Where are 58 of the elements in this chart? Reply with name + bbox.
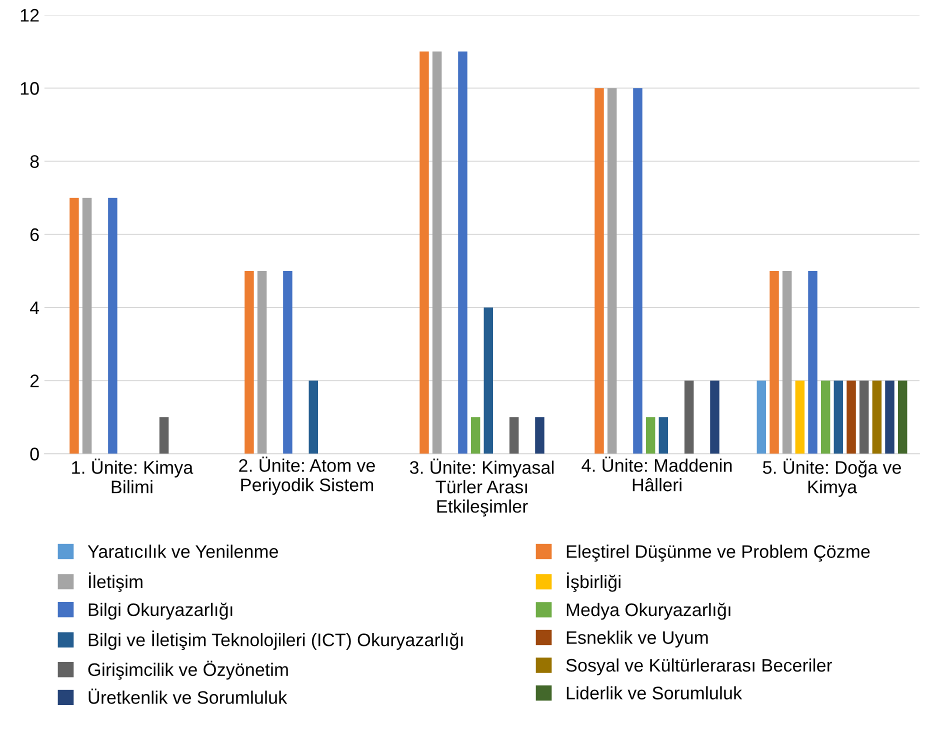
- bar: [710, 380, 720, 454]
- legend-label: Yaratıcılık ve Yenilenme: [88, 544, 278, 558]
- bar: [458, 52, 468, 454]
- legend-label: Girişimcilik ve Özyönetim: [88, 660, 288, 680]
- x-tick-label: 1. Ünite: Kimya Bilimi: [72, 458, 194, 494]
- legend-label: İşbirliği: [567, 572, 620, 592]
- bar: [646, 417, 656, 454]
- x-tick-label: 2. Ünite: Atom ve Periyodik Sistem: [239, 456, 375, 495]
- bar: [432, 52, 442, 454]
- bar: [859, 380, 869, 454]
- y-tick-label: 10: [20, 82, 39, 95]
- bar: [535, 417, 544, 454]
- bar: [594, 88, 604, 454]
- bar: [633, 88, 642, 454]
- legend-label: Sosyal ve Kültürlerarası Beceriler: [566, 658, 832, 676]
- legend-label: Esneklik ve Uyum: [566, 630, 708, 648]
- legend-label: Üretkenlik ve Sorumluluk: [88, 688, 288, 704]
- bar: [70, 198, 79, 454]
- bar: [257, 270, 267, 454]
- legend-label: İletişim: [89, 572, 142, 592]
- legend-label: Eleştirel Düşünme ve Problem Çözme: [566, 544, 870, 562]
- bar: [820, 380, 830, 454]
- bar: [834, 380, 844, 454]
- bar: [484, 308, 494, 454]
- x-tick-label: 3. Ünite: Kimyasal Türler Arası Etkileşimler: [410, 458, 554, 516]
- bar: [872, 380, 882, 454]
- bar: [420, 52, 429, 454]
- legend-label: Medya Okuryazarlığı: [566, 602, 730, 620]
- legend-label: Bilgi ve İletişim Teknolojileri (ICT) Okuryazarlığı: [88, 630, 463, 650]
- legend-label: Liderlik ve Sorumluluk: [566, 686, 742, 700]
- bar: [770, 270, 779, 454]
- x-tick-label: 4. Ünite: Maddenin Hâlleri: [582, 456, 732, 492]
- bar: [308, 380, 318, 454]
- y-tick-label: 8: [30, 155, 39, 168]
- x-tick-label: 5. Ünite: Doğa ve Kimya: [762, 458, 901, 497]
- bar: [898, 380, 908, 454]
- y-tick-label: 6: [30, 228, 39, 242]
- bar: [795, 380, 805, 454]
- bar: [159, 417, 169, 454]
- y-tick-label: 4: [30, 302, 40, 314]
- bar: [607, 88, 617, 454]
- bar: [808, 270, 818, 454]
- bar: [885, 380, 894, 454]
- bar: [846, 380, 856, 454]
- bar: [684, 380, 694, 454]
- bar: [244, 270, 254, 454]
- y-tick-label: 0: [30, 448, 39, 460]
- bar: [108, 198, 118, 454]
- bar: [756, 380, 766, 454]
- y-tick-label: 12: [20, 8, 39, 22]
- legend-label: Bilgi Okuryazarlığı: [88, 602, 232, 620]
- bar: [782, 270, 792, 454]
- bar: [509, 417, 519, 454]
- bar: [470, 417, 480, 454]
- bar: [82, 198, 92, 454]
- y-tick-label: 2: [30, 374, 39, 388]
- bar: [658, 417, 668, 454]
- bar: [283, 270, 292, 454]
